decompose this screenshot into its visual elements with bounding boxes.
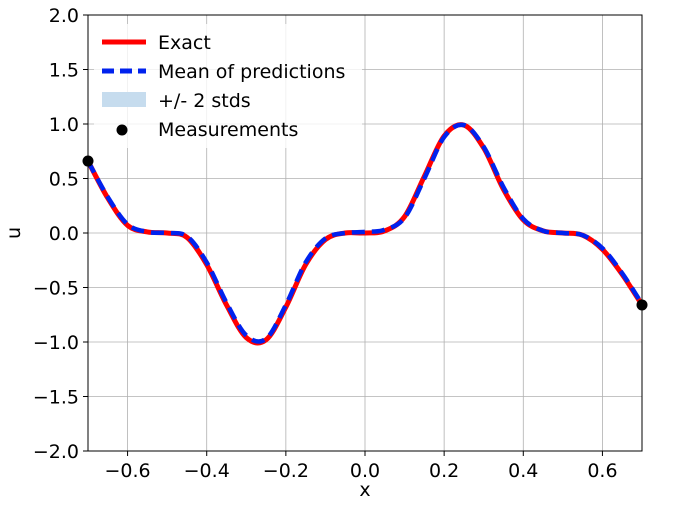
y-tick-label: 0.0 bbox=[49, 223, 79, 245]
legend-mean-label: Mean of predictions bbox=[158, 61, 345, 83]
y-tick-label: 0.5 bbox=[49, 169, 79, 191]
legend-band-label: +/- 2 stds bbox=[158, 90, 251, 112]
y-axis: −2.0 −1.5 −1.0 −0.5 0.0 0.5 1.0 1.5 2.0 bbox=[33, 5, 88, 463]
y-tick-label: −1.0 bbox=[33, 332, 79, 354]
x-tick-label: 0.6 bbox=[587, 460, 617, 482]
y-tick-label: −1.5 bbox=[33, 387, 79, 409]
x-tick-label: −0.4 bbox=[184, 460, 230, 482]
x-axis-label: x bbox=[359, 479, 370, 501]
legend-frame bbox=[94, 24, 362, 148]
legend-band-swatch bbox=[102, 92, 146, 107]
legend-exact-label: Exact bbox=[158, 32, 211, 54]
legend: Exact Mean of predictions +/- 2 stds Mea… bbox=[94, 24, 362, 148]
y-tick-label: −2.0 bbox=[33, 441, 79, 463]
legend-measurement-label: Measurements bbox=[158, 119, 298, 141]
y-tick-label: −0.5 bbox=[33, 278, 79, 300]
x-tick-label: 0.0 bbox=[350, 460, 380, 482]
y-tick-label: 1.0 bbox=[49, 114, 79, 136]
x-tick-label: −0.6 bbox=[105, 460, 151, 482]
y-tick-label: 1.5 bbox=[49, 60, 79, 82]
x-tick-label: 0.2 bbox=[429, 460, 459, 482]
y-axis-label: u bbox=[3, 227, 25, 239]
legend-measurement-swatch bbox=[116, 124, 128, 136]
y-tick-label: 2.0 bbox=[49, 5, 79, 27]
x-tick-label: −0.2 bbox=[263, 460, 309, 482]
series-mean-line bbox=[86, 122, 644, 344]
x-axis: −0.6 −0.4 −0.2 0.0 0.2 0.4 0.6 bbox=[105, 451, 618, 482]
x-tick-label: 0.4 bbox=[508, 460, 538, 482]
